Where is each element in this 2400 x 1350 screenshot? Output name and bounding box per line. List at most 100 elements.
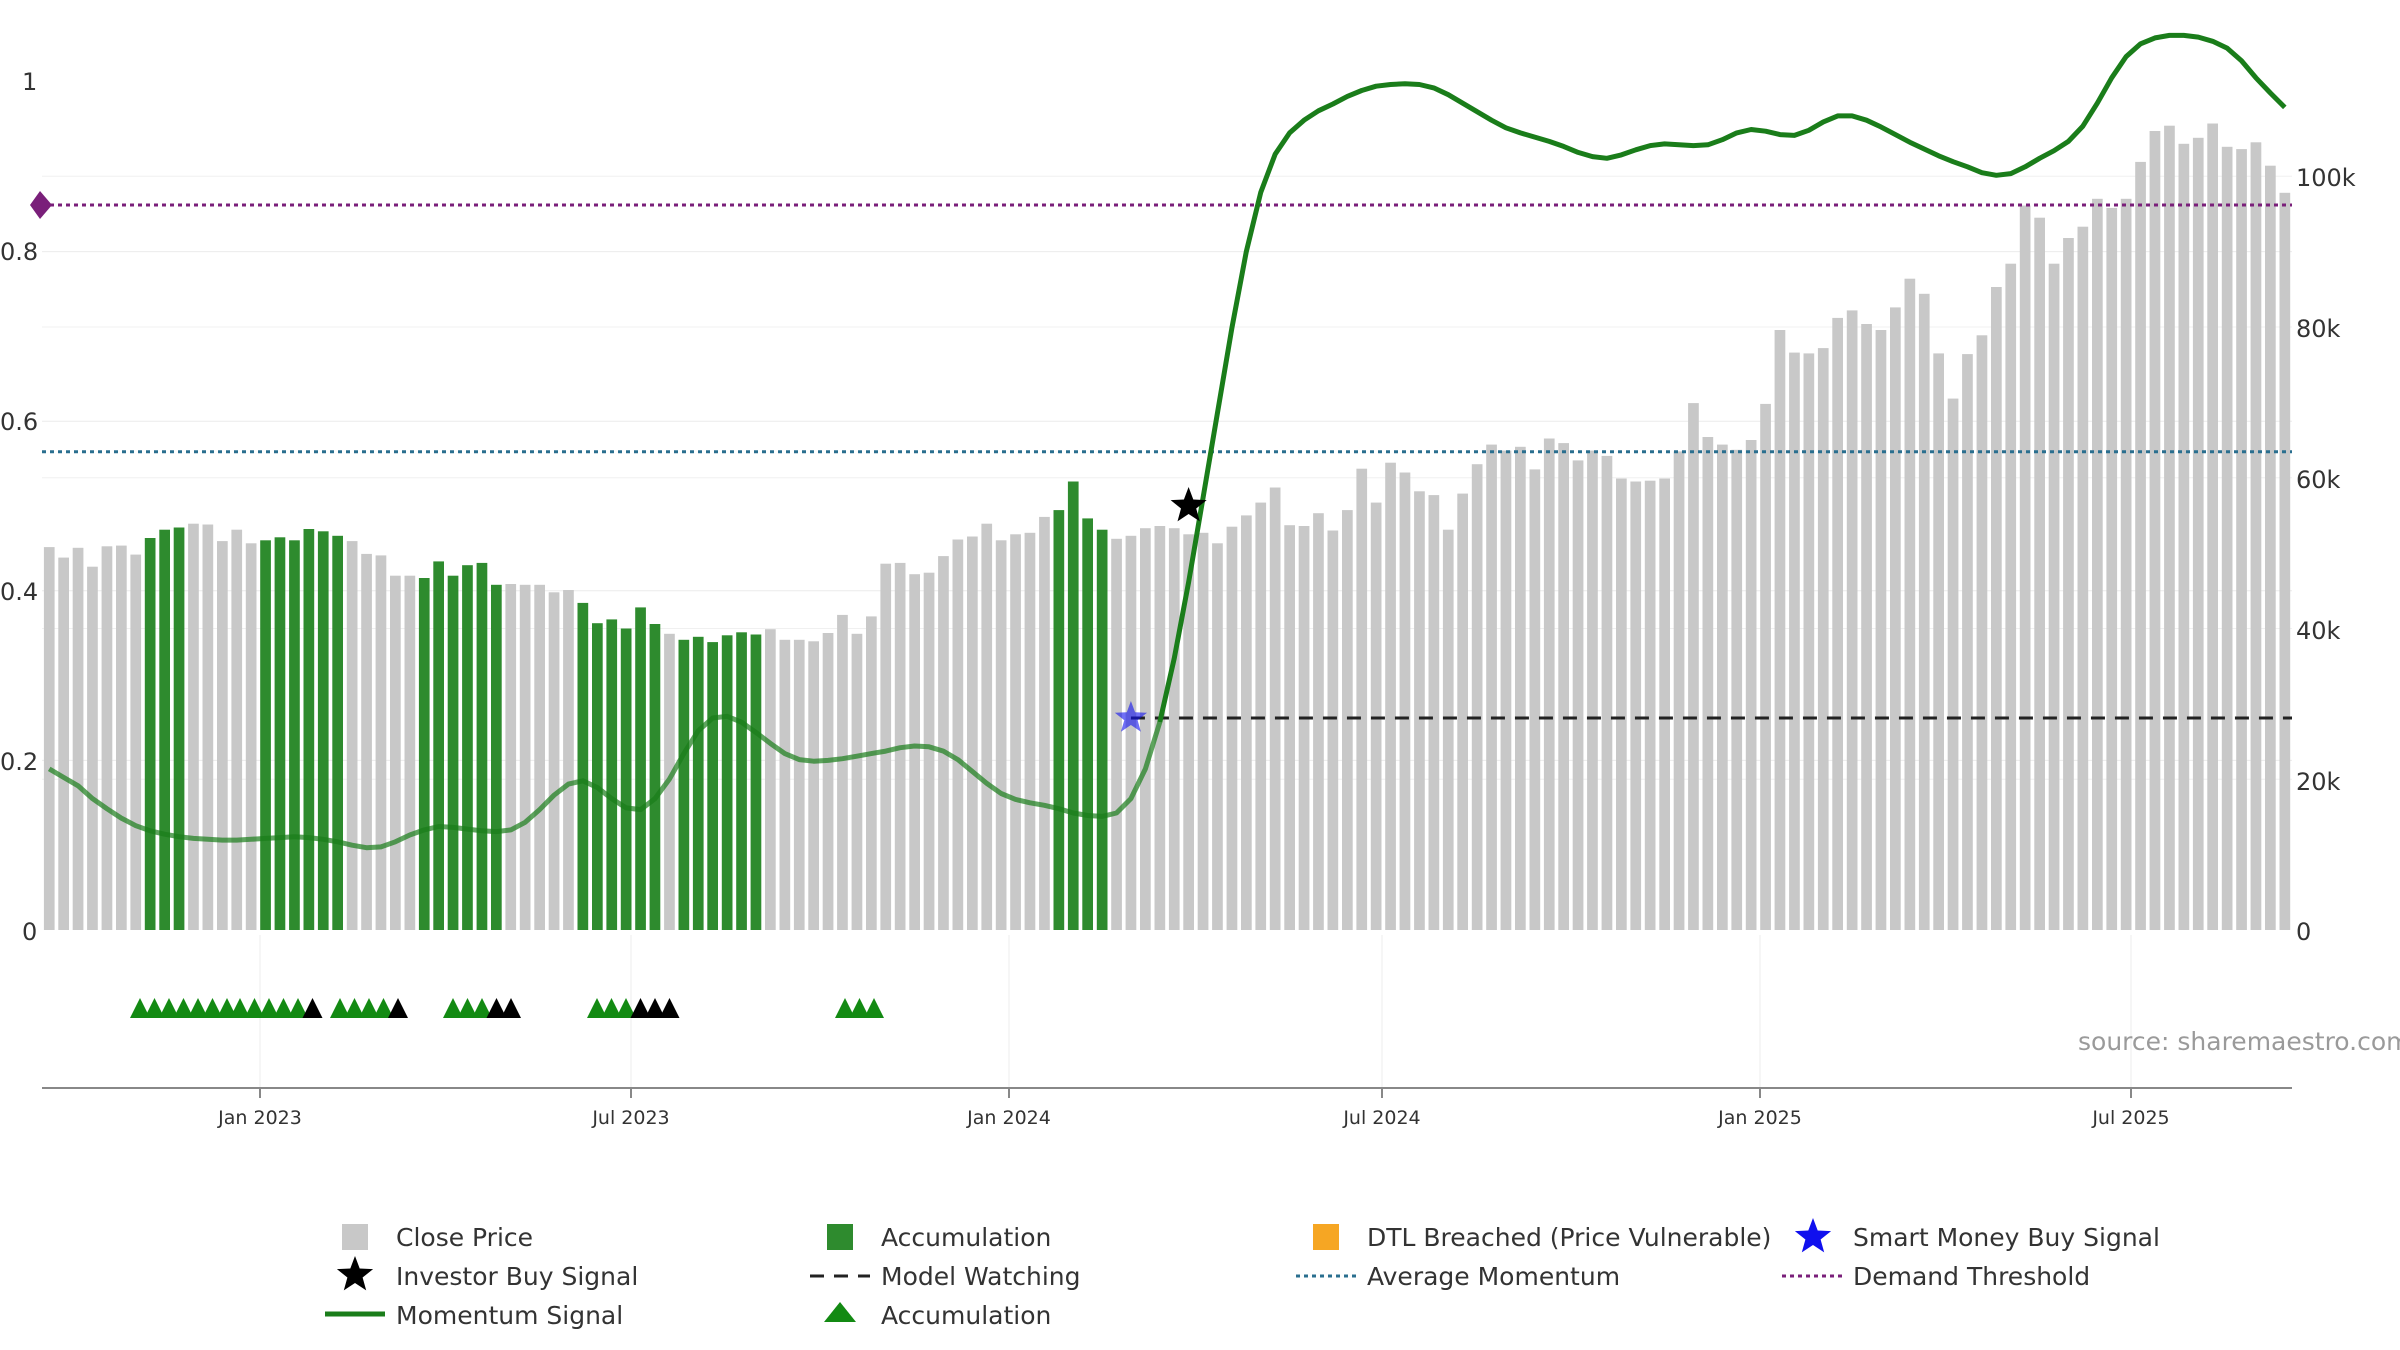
close-price-bar <box>1212 543 1223 930</box>
close-price-bar <box>1414 491 1425 930</box>
close-price-bar <box>116 545 127 930</box>
legend-item-average-momentum: Average Momentum <box>1296 1262 1620 1291</box>
legend-label-dtl-breached: DTL Breached (Price Vulnerable) <box>1367 1223 1771 1252</box>
close-price-bar <box>866 616 877 930</box>
accumulation-bar <box>462 565 473 930</box>
accumulation-bar <box>577 602 589 930</box>
close-price-bar <box>375 555 387 930</box>
left-tick-0.8: 0.8 <box>0 238 38 266</box>
legend-swatch-close-price <box>342 1224 368 1250</box>
x-tick-jul-2024: Jul 2024 <box>1342 1107 1420 1129</box>
accumulation-bar <box>592 623 603 930</box>
demand-threshold-marker <box>30 190 52 219</box>
x-tick-jan-2023: Jan 2023 <box>217 1107 302 1129</box>
close-price-bar <box>2178 143 2190 931</box>
accumulation-bar <box>274 537 286 930</box>
close-price-bar <box>2265 165 2276 930</box>
close-price-bar <box>1731 449 1743 930</box>
accumulation-bar <box>736 632 747 930</box>
accumulation-bar <box>721 635 733 930</box>
price-bars <box>43 123 2291 931</box>
accumulation-triangle <box>486 998 507 1018</box>
close-price-bar <box>1962 354 1973 931</box>
left-tick-0.2: 0.2 <box>0 748 38 776</box>
right-tick-40k: 40k <box>2296 617 2341 645</box>
close-price-bar <box>1168 528 1180 930</box>
close-price-bar <box>1342 510 1353 930</box>
accumulation-bar <box>620 628 632 930</box>
close-price-bar <box>837 614 848 930</box>
close-price-bar <box>1529 469 1541 930</box>
close-price-bar <box>1428 495 1440 930</box>
close-price-bar <box>1918 293 1930 930</box>
accumulation-triangle <box>501 998 521 1018</box>
close-price-bar <box>1702 437 1714 930</box>
close-price-bar <box>1673 451 1685 930</box>
close-price-bar <box>1774 330 1786 930</box>
legend-item-demand-threshold: Demand Threshold <box>1782 1262 2090 1291</box>
x-tick-jan-2025: Jan 2025 <box>1717 1107 1802 1129</box>
close-price-bar <box>2005 263 2017 930</box>
accumulation-bar <box>635 607 646 930</box>
close-price-bar <box>1644 480 1656 930</box>
close-price-bar <box>72 547 84 930</box>
left-axis: 0 0.2 0.4 0.6 0.8 1 <box>0 68 38 946</box>
x-tick-jul-2023: Jul 2023 <box>591 1107 669 1129</box>
accumulation-bar <box>750 634 762 930</box>
close-price-bar <box>2120 198 2132 931</box>
legend-item-close-price: Close Price <box>342 1223 533 1252</box>
legend-label-smart-money: Smart Money Buy Signal <box>1853 1223 2160 1252</box>
close-price-bar <box>2048 263 2060 930</box>
accumulation-triangle <box>472 998 492 1018</box>
accumulation-triangle <box>330 998 350 1018</box>
accumulation-triangle <box>244 998 265 1018</box>
close-price-bar <box>1991 287 2002 930</box>
accumulation-triangle <box>188 998 208 1018</box>
close-price-bar <box>1039 516 1050 930</box>
close-price-bar <box>1370 502 1382 930</box>
close-price-bar <box>563 590 574 930</box>
accumulation-bar <box>476 562 488 930</box>
close-price-bar <box>1890 307 1901 930</box>
right-tick-0: 0 <box>2296 918 2311 946</box>
accumulation-triangle <box>645 998 665 1018</box>
close-price-bar <box>1688 403 1699 931</box>
close-price-bar <box>1327 530 1339 930</box>
accumulation-triangle <box>130 998 150 1018</box>
close-price-bar <box>1010 534 1021 930</box>
close-price-bar <box>346 541 358 930</box>
close-price-bar <box>390 575 401 930</box>
legend-item-momentum-signal: Momentum Signal <box>325 1301 623 1330</box>
legend-swatch-dtl-breached <box>1313 1224 1339 1250</box>
accumulation-triangle <box>288 998 308 1018</box>
accumulation-bar <box>649 624 661 930</box>
left-tick-0.6: 0.6 <box>0 408 38 436</box>
accumulation-triangle <box>144 998 165 1018</box>
close-price-bar <box>1947 398 1959 931</box>
close-price-bar <box>981 523 993 930</box>
left-tick-0.4: 0.4 <box>0 578 38 606</box>
close-price-bar <box>938 556 949 930</box>
close-price-bar <box>1313 513 1324 930</box>
accumulation-bar <box>1082 518 1093 930</box>
accumulation-bar <box>1053 510 1065 930</box>
close-price-bar <box>217 541 228 930</box>
right-tick-60k: 60k <box>2296 466 2341 494</box>
close-price-bar <box>231 529 243 930</box>
legend-item-investor-buy: Investor Buy Signal <box>336 1256 638 1291</box>
momentum-layer <box>47 32 2287 851</box>
accumulation-triangle <box>202 998 223 1018</box>
close-price-bar <box>1442 529 1454 930</box>
close-price-bar <box>923 572 935 930</box>
close-price-bar <box>1471 464 1483 930</box>
accumulation-bar <box>707 642 718 930</box>
smart-money-star-icon <box>1794 1218 1832 1253</box>
close-price-bar <box>2250 142 2262 931</box>
accumulation-markers <box>130 998 884 1018</box>
close-price-bar <box>87 566 98 930</box>
accumulation-bar <box>1067 481 1079 930</box>
close-price-bar <box>404 575 416 930</box>
legend-item-dtl-breached: DTL Breached (Price Vulnerable) <box>1313 1223 1771 1252</box>
left-tick-1: 1 <box>22 68 37 96</box>
close-price-bar <box>967 536 978 930</box>
